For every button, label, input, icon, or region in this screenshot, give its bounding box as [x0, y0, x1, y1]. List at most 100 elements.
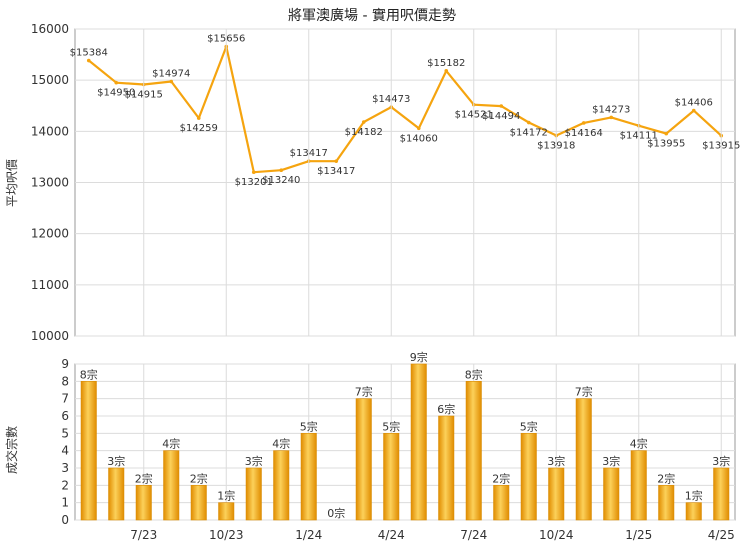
- count-y-tick-label: 0: [61, 513, 69, 527]
- count-y-tick-label: 7: [61, 392, 69, 406]
- price-series-line: [88, 45, 723, 174]
- price-data-label: $14974: [152, 68, 190, 79]
- count-bar: [575, 398, 592, 521]
- price-point: [114, 80, 119, 85]
- count-y-tick-label: 8: [61, 374, 69, 388]
- price-data-label: $14273: [592, 104, 630, 115]
- price-data-label: $13417: [317, 166, 355, 177]
- count-bar: [603, 467, 620, 521]
- count-data-label: 2宗: [492, 471, 510, 485]
- count-data-label: 3宗: [712, 454, 730, 468]
- count-y-tick-label: 5: [61, 426, 69, 440]
- price-point: [196, 116, 201, 120]
- price-y-tick-label: 14000: [31, 124, 69, 138]
- count-data-label: 2宗: [657, 471, 675, 485]
- count-bar: [218, 502, 235, 521]
- price-point: [691, 108, 696, 113]
- count-data-label: 5宗: [520, 419, 538, 433]
- price-data-label: $14164: [565, 128, 603, 139]
- price-point: [169, 79, 174, 84]
- price-y-tick-label: 16000: [31, 22, 69, 36]
- price-y-tick-label: 13000: [31, 176, 69, 190]
- count-plot-frame: [74, 363, 736, 521]
- count-bar: [548, 467, 565, 521]
- price-point: [444, 69, 449, 73]
- count-y-tick-label: 6: [61, 409, 69, 423]
- count-data-label: 2宗: [190, 471, 208, 485]
- count-bar: [520, 433, 537, 521]
- count-y-tick-label: 4: [61, 444, 69, 458]
- price-data-label: $14182: [345, 127, 383, 138]
- count-data-label: 3宗: [602, 454, 620, 468]
- count-plot: 0 1 2 3 4 5 6 7 8 9 7/23 10/23 1/24 4/24 7/24 10/24 1/25…: [61, 350, 736, 542]
- count-data-label: 4宗: [272, 437, 290, 451]
- count-y-tick-label: 9: [61, 357, 69, 371]
- price-data-label: $13955: [647, 139, 685, 150]
- price-point: [279, 168, 284, 173]
- count-bar: [438, 415, 455, 521]
- price-point: [664, 131, 669, 136]
- x-tick-label: 7/24: [460, 528, 487, 542]
- count-data-label: 1宗: [217, 489, 235, 503]
- count-data-label: 3宗: [547, 454, 565, 468]
- price-data-label: $14259: [180, 123, 218, 134]
- price-y-tick-label: 10000: [31, 329, 69, 343]
- x-tick-label: 7/23: [130, 528, 157, 542]
- price-data-label: $14406: [675, 98, 713, 109]
- price-point: [609, 115, 614, 120]
- count-bar: [190, 485, 207, 521]
- count-bar: [273, 450, 290, 521]
- count-bar: [163, 450, 180, 521]
- count-bar: [685, 502, 702, 521]
- count-data-label: 8宗: [80, 367, 98, 381]
- count-y-tick-label: 1: [61, 496, 69, 510]
- count-data-label: 5宗: [300, 419, 318, 433]
- price-y-tick-label: 15000: [31, 73, 69, 87]
- count-y-tick-label: 3: [61, 461, 69, 475]
- count-bar: [630, 450, 647, 521]
- price-point: [581, 121, 586, 125]
- count-data-label: 3宗: [245, 454, 263, 468]
- price-data-label: $14494: [482, 111, 520, 122]
- price-point: [499, 104, 504, 108]
- price-point: [251, 170, 256, 175]
- price-point: [526, 120, 531, 125]
- count-data-label: 5宗: [382, 419, 400, 433]
- count-bar: [80, 381, 97, 521]
- price-data-label: $13201: [235, 177, 273, 188]
- price-data-label: $15384: [70, 48, 108, 59]
- count-data-label: 9宗: [410, 350, 428, 364]
- price-plot: 10000 11000 12000 13000 14000 15000 16000 $1538…: [31, 22, 740, 343]
- price-y-tick-label: 11000: [31, 278, 69, 292]
- count-bar: [135, 485, 152, 521]
- x-tick-label: 4/24: [378, 528, 405, 542]
- x-tick-label: 10/23: [209, 528, 244, 542]
- count-bar: [108, 467, 125, 521]
- count-data-label: 4宗: [162, 437, 180, 451]
- price-point: [361, 120, 366, 124]
- count-data-label: 4宗: [630, 437, 648, 451]
- count-data-label: 7宗: [355, 385, 373, 399]
- count-data-label: 3宗: [107, 454, 125, 468]
- price-point: [416, 126, 421, 131]
- count-y-tick-label: 2: [61, 478, 69, 492]
- count-bar: [465, 381, 482, 521]
- count-bar: [410, 363, 427, 521]
- count-bar: [383, 433, 400, 521]
- price-data-label: $14950: [97, 88, 135, 99]
- x-tick-label: 1/24: [295, 528, 322, 542]
- x-tick-label: 10/24: [539, 528, 574, 542]
- count-bar: [713, 467, 730, 521]
- price-y-axis-label: 平均呎價: [5, 159, 19, 207]
- price-data-label: $13240: [262, 175, 300, 186]
- price-point: [334, 159, 339, 163]
- price-data-label: $14060: [400, 133, 438, 144]
- count-bar: [493, 485, 510, 521]
- price-data-label: $14172: [510, 128, 548, 139]
- chart-title: 將軍澳廣場 - 實用呎價走勢: [288, 7, 456, 24]
- x-tick-label: 4/25: [708, 528, 735, 542]
- count-data-label: 2宗: [135, 471, 153, 485]
- price-point: [86, 58, 91, 63]
